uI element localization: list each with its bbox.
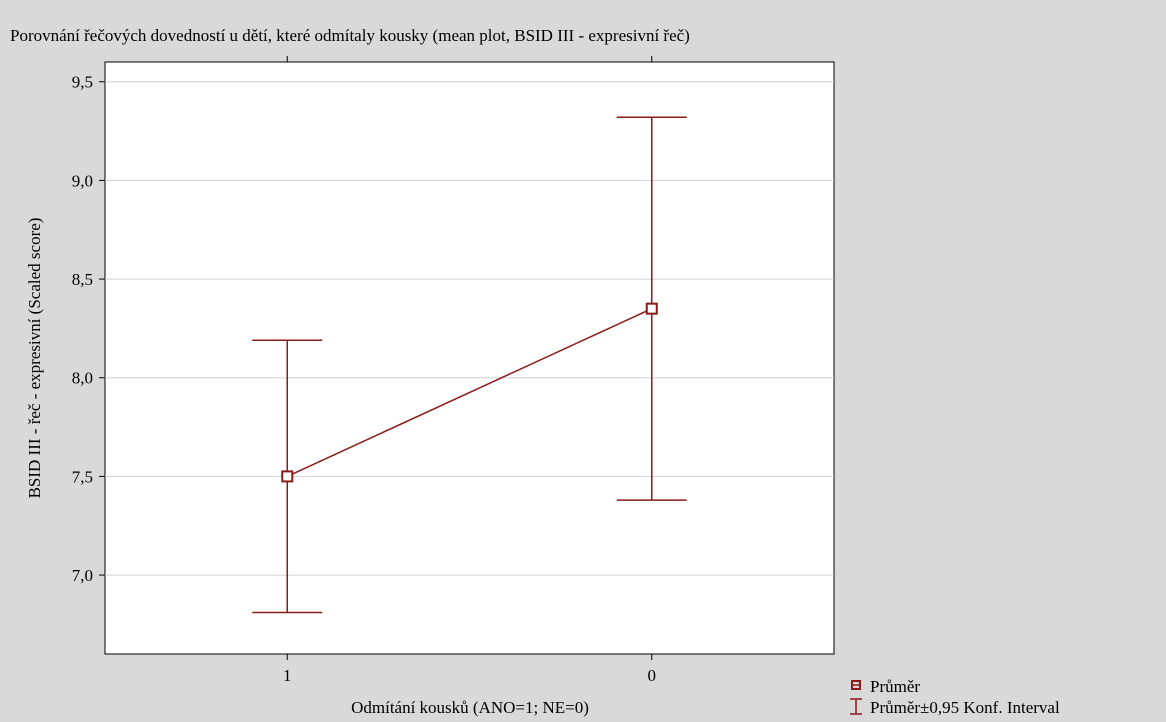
x-tick-label: 1 [283, 666, 292, 685]
y-tick-label: 7,5 [72, 467, 93, 486]
grid [105, 81, 834, 576]
y-tick-label: 7,0 [72, 566, 93, 585]
x-axis-label: Odmítání kousků (ANO=1; NE=0) [351, 698, 589, 717]
series-prumer [252, 116, 687, 614]
legend-ci-label: Průměr±0,95 Konf. Interval [870, 698, 1060, 717]
plot-area [104, 61, 835, 655]
y-tick-label: 8,5 [72, 270, 93, 289]
legend: Průměr Průměr±0,95 Konf. Interval [850, 677, 1060, 717]
legend-mean-label: Průměr [870, 677, 920, 696]
y-tick-label: 9,0 [72, 171, 93, 190]
chart-title: Porovnání řečových dovedností u dětí, kt… [10, 26, 690, 45]
y-axis: 7,0 7,5 8,0 8,5 9,0 9,5 [72, 73, 105, 585]
mean-point [645, 302, 658, 315]
y-axis-label: BSID III - řeč - expresivní (Scaled scor… [25, 218, 44, 499]
y-tick-label: 8,0 [72, 369, 93, 388]
mean-line [286, 307, 653, 478]
x-tick-label: 0 [648, 666, 657, 685]
mean-point [281, 470, 294, 483]
y-tick-label: 9,5 [72, 73, 93, 92]
